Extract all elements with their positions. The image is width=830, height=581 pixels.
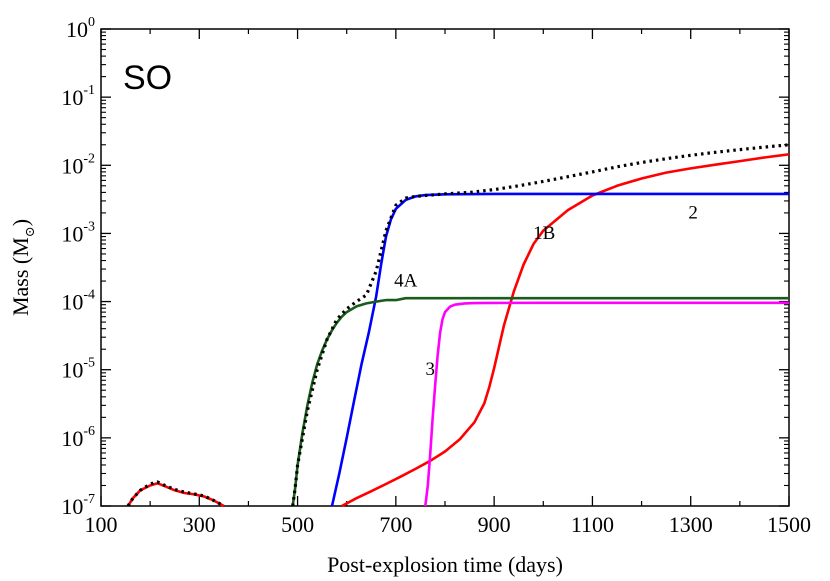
y-tick-exponent: 0 <box>88 15 95 30</box>
plot-frame <box>100 28 790 507</box>
y-tick-label: 10-5 <box>61 356 95 383</box>
y-tick-exponent: -7 <box>83 492 95 507</box>
curve-label-3: 3 <box>426 359 436 380</box>
x-tick-label: 1300 <box>669 512 713 537</box>
panel-label: SO <box>123 59 172 97</box>
y-tick-label: 10-4 <box>61 288 95 315</box>
y-tick-label: 10-1 <box>61 83 95 110</box>
series-layer <box>126 143 790 508</box>
x-tick-label: 700 <box>379 512 412 537</box>
curve-label-2: 2 <box>688 202 698 223</box>
curve-label-1b: 1B <box>533 223 555 244</box>
x-tick-label: 300 <box>183 512 216 537</box>
x-tick-label: 1500 <box>767 512 811 537</box>
x-axis-title: Post-explosion time (days) <box>327 552 563 577</box>
y-tick-exponent: -2 <box>83 151 95 166</box>
ticks-layer: 100 300 500 700 900 1100 1300 150010-710-610-51… <box>61 15 811 537</box>
series-line-2 <box>330 192 789 507</box>
series-line-4a <box>291 296 789 507</box>
y-tick-exponent: -4 <box>83 288 95 303</box>
y-tick-exponent: -3 <box>83 219 95 234</box>
y-tick-exponent: -6 <box>83 424 95 439</box>
annotation-layer: 2 1B 4A 3 <box>394 202 698 380</box>
curve-label-4a: 4A <box>394 271 418 292</box>
y-tick-label: 10-6 <box>61 424 95 451</box>
x-tick-label: 100 <box>85 512 118 537</box>
y-axis-title-sun-symbol: ⊙ <box>22 226 37 237</box>
x-tick-label: 500 <box>281 512 314 537</box>
x-tick-label: 900 <box>478 512 511 537</box>
y-axis-title-main: Mass (M <box>8 237 33 316</box>
x-tick-label: 1100 <box>571 512 614 537</box>
y-axis-title: Mass (M⊙) <box>8 219 37 316</box>
y-tick-label: 10-2 <box>61 151 95 178</box>
series-line-3 <box>424 301 789 507</box>
series-line-total <box>126 143 790 508</box>
y-tick-label: 10-3 <box>61 219 95 246</box>
y-tick-label: 100 <box>66 15 95 42</box>
y-tick-exponent: -5 <box>83 356 95 371</box>
y-tick-exponent: -1 <box>83 83 95 98</box>
y-axis-title-close: ) <box>8 219 33 226</box>
